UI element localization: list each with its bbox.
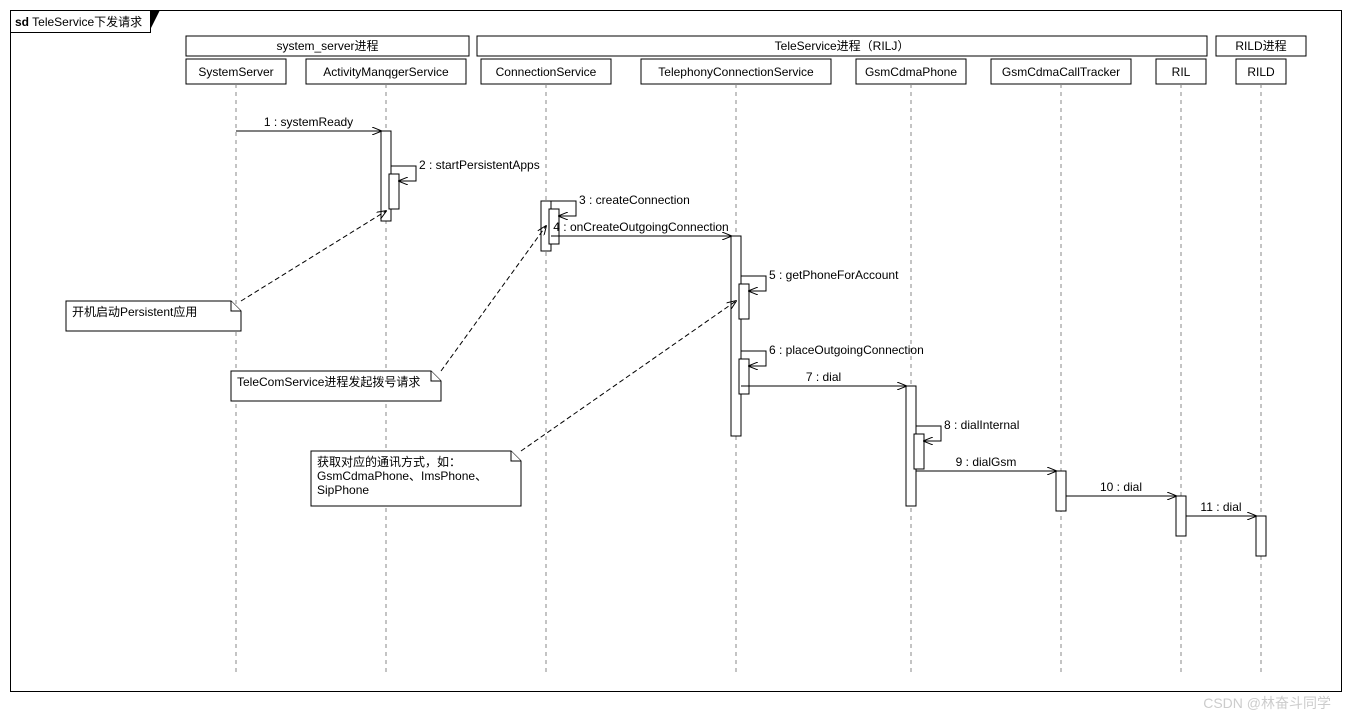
svg-text:获取对应的通讯方式，如：: 获取对应的通讯方式，如： <box>317 454 461 469</box>
svg-text:TelephonyConnectionService: TelephonyConnectionService <box>658 65 814 79</box>
svg-text:开机启动Persistent应用: 开机启动Persistent应用 <box>72 304 197 319</box>
svg-text:SystemServer: SystemServer <box>198 65 273 79</box>
svg-text:GsmCdmaPhone: GsmCdmaPhone <box>865 65 957 79</box>
sequence-frame: sd TeleService下发请求 system_server进程 TeleSe… <box>10 10 1342 692</box>
svg-text:GsmCdmaCallTracker: GsmCdmaCallTracker <box>1002 65 1120 79</box>
svg-text:4 : onCreateOutgoingConnection: 4 : onCreateOutgoingConnection <box>553 220 728 234</box>
svg-text:RILD: RILD <box>1247 65 1275 79</box>
svg-text:11 : dial: 11 : dial <box>1200 500 1241 514</box>
svg-text:RILD进程: RILD进程 <box>1235 38 1286 53</box>
frame-title-text: TeleService下发请求 <box>32 15 142 29</box>
svg-text:7 : dial: 7 : dial <box>806 370 841 384</box>
svg-text:8 : dialInternal: 8 : dialInternal <box>944 418 1019 432</box>
frame-title: sd TeleService下发请求 <box>10 10 151 33</box>
svg-text:SipPhone: SipPhone <box>317 483 369 497</box>
svg-text:GsmCdmaPhone、ImsPhone、: GsmCdmaPhone、ImsPhone、 <box>317 469 487 483</box>
svg-text:5 : getPhoneForAccount: 5 : getPhoneForAccount <box>769 268 899 282</box>
svg-text:10 : dial: 10 : dial <box>1100 480 1142 494</box>
svg-text:TeleService进程（RILJ）: TeleService进程（RILJ） <box>775 38 910 53</box>
svg-text:ActivityManqgerService: ActivityManqgerService <box>323 65 449 79</box>
svg-text:TeleComService进程发起拨号请求: TeleComService进程发起拨号请求 <box>237 374 420 389</box>
frame-title-prefix: sd <box>15 15 29 29</box>
svg-text:2 : startPersistentApps: 2 : startPersistentApps <box>419 158 540 172</box>
svg-text:ConnectionService: ConnectionService <box>496 65 597 79</box>
svg-text:9 : dialGsm: 9 : dialGsm <box>956 455 1017 469</box>
svg-text:3 : createConnection: 3 : createConnection <box>579 193 690 207</box>
svg-text:system_server进程: system_server进程 <box>276 38 378 53</box>
svg-text:1 : systemReady: 1 : systemReady <box>264 115 353 129</box>
svg-text:RIL: RIL <box>1172 65 1191 79</box>
sequence-diagram-svg: system_server进程 TeleService进程（RILJ） RILD进程… <box>11 11 1341 691</box>
watermark: CSDN @林奋斗同学 <box>1203 693 1331 713</box>
svg-text:6 : placeOutgoingConnection: 6 : placeOutgoingConnection <box>769 343 924 357</box>
